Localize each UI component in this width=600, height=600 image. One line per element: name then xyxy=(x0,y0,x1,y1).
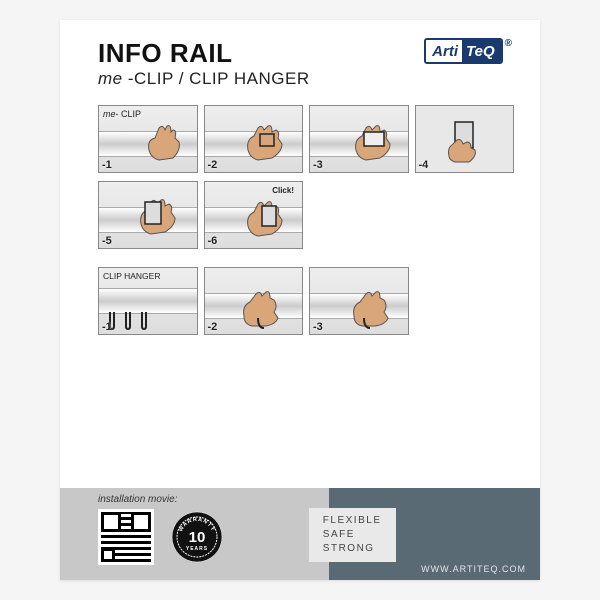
footer-left: installation movie: WARR xyxy=(60,488,329,580)
tagline-box: FLEXIBLE SAFE STRONG xyxy=(309,508,396,562)
hand-icon xyxy=(135,192,185,242)
step-number: -3 xyxy=(313,321,323,333)
step-number: -1 xyxy=(102,159,112,171)
tag-safe: SAFE xyxy=(323,528,382,542)
logo-left: Arti xyxy=(426,40,462,62)
hand-icon xyxy=(242,118,292,168)
meclip-step-4: -4 xyxy=(415,105,515,173)
step-number: -5 xyxy=(102,235,112,247)
step-number: -1 xyxy=(102,321,112,333)
step-number: -2 xyxy=(208,321,218,333)
instruction-sheet: INFO RAIL me -CLIP / CLIP HANGER Arti Te… xyxy=(60,20,540,580)
brand-logo: Arti TeQ ® xyxy=(424,38,512,64)
footer: installation movie: WARR xyxy=(60,488,540,580)
hand-icon xyxy=(238,282,288,332)
page-title: INFO RAIL xyxy=(98,38,424,69)
hand-icon xyxy=(141,120,191,170)
steps-grid: me- CLIP -1 -2 -3 -4 xyxy=(60,95,540,335)
cliphanger-step-2: -2 xyxy=(204,267,304,335)
meclip-step-5: -5 xyxy=(98,181,198,249)
hooks-illustration xyxy=(109,312,147,330)
hand-icon xyxy=(348,282,398,332)
website-url: WWW.ARTITEQ.COM xyxy=(421,564,526,574)
svg-text:YEARS: YEARS xyxy=(186,546,208,552)
click-label: Click! xyxy=(272,186,294,195)
rail-illustration xyxy=(98,288,198,314)
cliphanger-step-3: -3 xyxy=(309,267,409,335)
tag-strong: STRONG xyxy=(323,542,382,556)
step-number: -3 xyxy=(313,159,323,171)
logo-right: TeQ xyxy=(462,40,501,62)
title-block: INFO RAIL me -CLIP / CLIP HANGER xyxy=(98,38,424,89)
step-number: -4 xyxy=(419,159,429,171)
meclip-label: me- CLIP xyxy=(103,109,141,119)
footer-right: FLEXIBLE SAFE STRONG WWW.ARTITEQ.COM xyxy=(329,488,540,580)
step-number: -6 xyxy=(208,235,218,247)
install-movie-label: installation movie: xyxy=(98,494,319,505)
hand-icon xyxy=(439,116,489,166)
subtitle-rest: -CLIP / CLIP HANGER xyxy=(123,69,310,88)
step-number: -2 xyxy=(208,159,218,171)
cliphanger-label: CLIP HANGER xyxy=(103,271,160,281)
page-subtitle: me -CLIP / CLIP HANGER xyxy=(98,69,424,89)
meclip-step-3: -3 xyxy=(309,105,409,173)
tag-flexible: FLEXIBLE xyxy=(323,514,382,528)
subtitle-italic: me xyxy=(98,69,123,88)
registered-mark: ® xyxy=(505,38,512,49)
qr-code-icon xyxy=(98,509,154,565)
hand-icon xyxy=(242,194,292,244)
warranty-badge-icon: WARRANTY 10 YEARS xyxy=(170,510,224,564)
header: INFO RAIL me -CLIP / CLIP HANGER Arti Te… xyxy=(60,20,540,95)
cliphanger-step-1: CLIP HANGER -1 xyxy=(98,267,198,335)
meclip-step-2: -2 xyxy=(204,105,304,173)
hand-icon xyxy=(350,118,400,168)
meclip-step-6: Click! -6 xyxy=(204,181,304,249)
meclip-step-1: me- CLIP -1 xyxy=(98,105,198,173)
section-divider xyxy=(98,257,514,259)
warranty-years: 10 xyxy=(189,529,206,546)
